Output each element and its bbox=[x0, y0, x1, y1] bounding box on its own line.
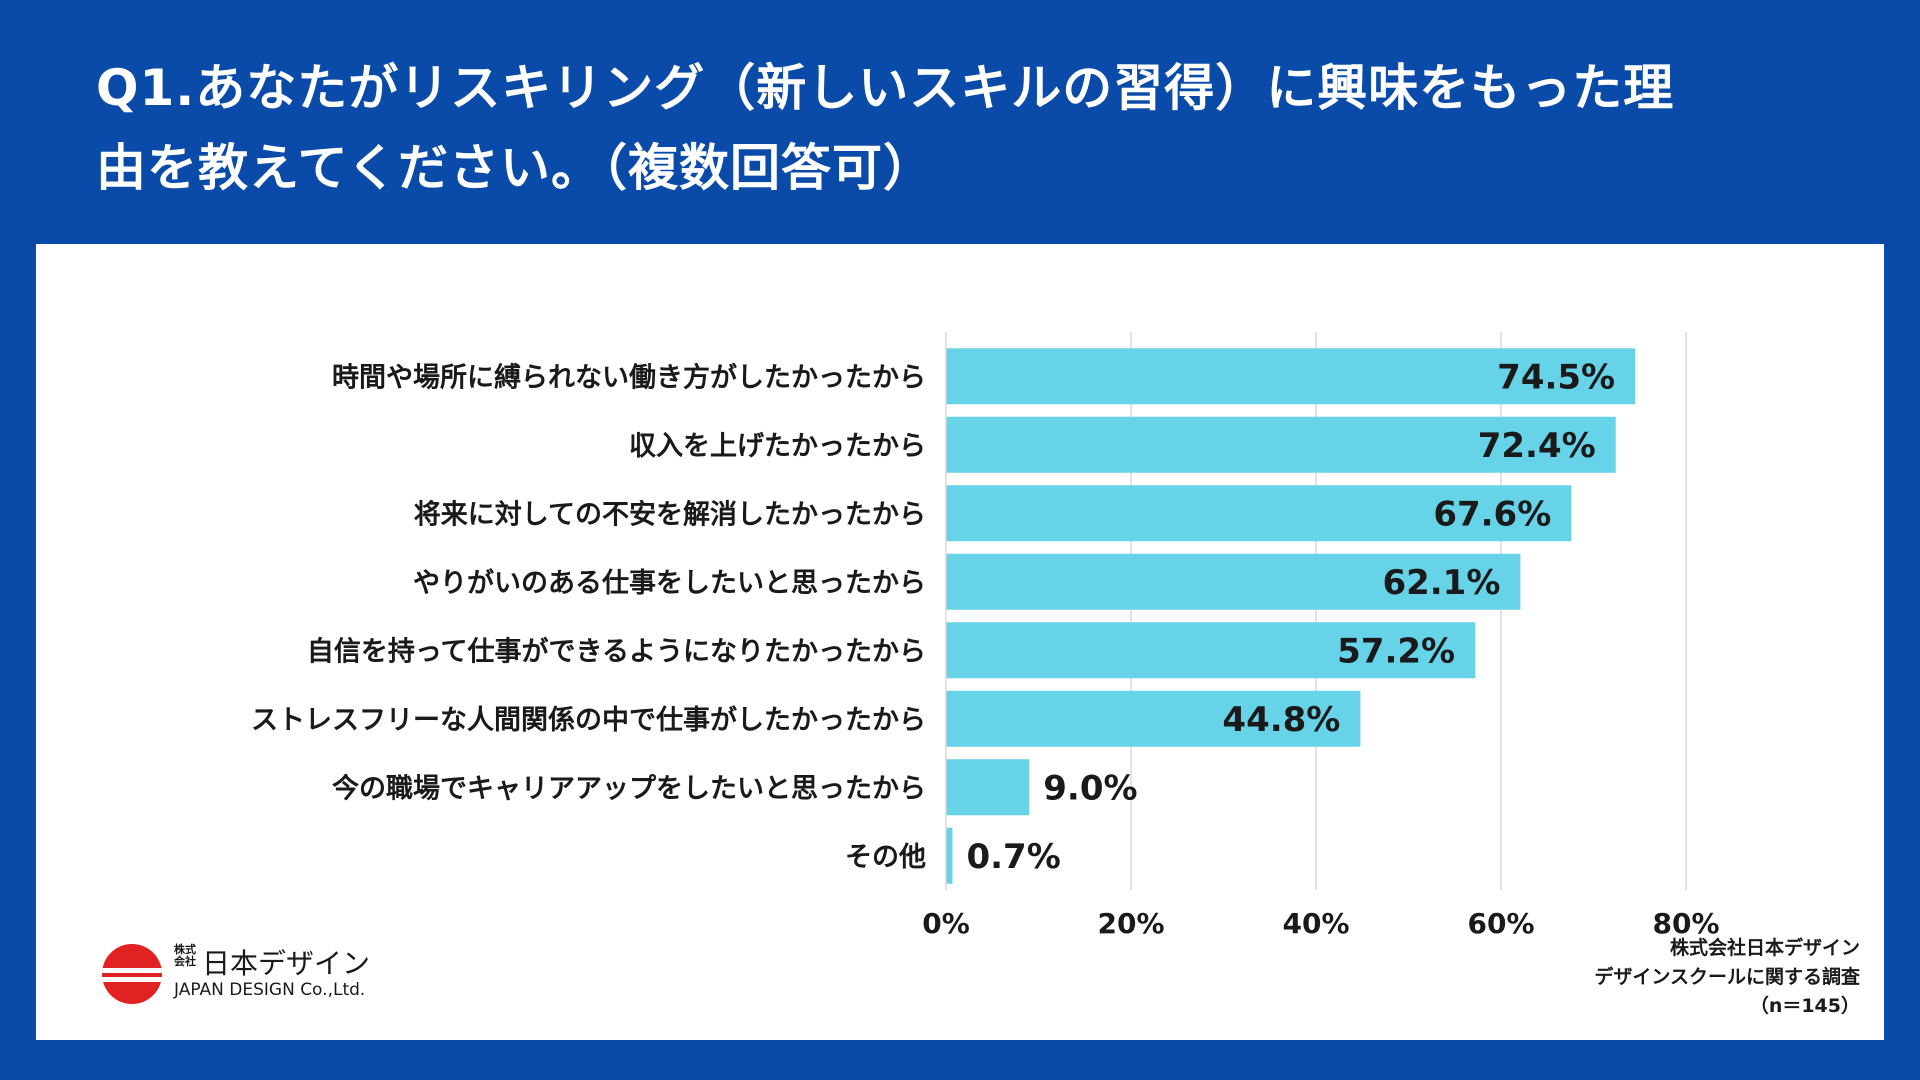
category-label: 今の職場でキャリアアップをしたいと思ったから bbox=[332, 772, 926, 804]
category-label: その他 bbox=[845, 842, 926, 873]
bar bbox=[946, 622, 1476, 679]
value-label: 44.8% bbox=[1222, 700, 1340, 740]
value-label: 74.5% bbox=[1497, 357, 1615, 397]
x-tick-label: 20% bbox=[1097, 907, 1164, 940]
x-tick-label: 0% bbox=[922, 907, 970, 940]
company-logo: 株式会社 日本デザイン JAPAN DESIGN Co.,Ltd. bbox=[66, 934, 370, 1014]
logo-mark-icon bbox=[102, 944, 162, 1004]
bar bbox=[946, 690, 1361, 747]
source-line-3: （n＝145） bbox=[1749, 995, 1860, 1017]
category-label: やりがいのある仕事をしたいと思ったから bbox=[413, 567, 926, 599]
bar-chart: 時間や場所に縛られない働き方がしたかったから 74.5% 収入を上げたかったから 72… bbox=[251, 332, 1720, 940]
bar bbox=[946, 759, 1030, 816]
value-label: 57.2% bbox=[1337, 631, 1455, 671]
bar bbox=[946, 827, 953, 884]
x-tick-label: 60% bbox=[1467, 907, 1534, 940]
x-tick-label: 40% bbox=[1282, 907, 1349, 940]
value-label: 9.0% bbox=[1043, 768, 1137, 808]
category-label: ストレスフリーな人間関係の中で仕事がしたかったから bbox=[251, 704, 926, 736]
title-line-1: Q1.あなたがリスキリング（新しいスキルの習得）に興味をもった理 bbox=[96, 59, 1675, 117]
category-label: 将来に対しての不安を解消したかったから bbox=[414, 499, 926, 530]
logo-small-text: 株式会社 bbox=[174, 943, 196, 968]
chart-panel: 時間や場所に縛られない働き方がしたかったから 74.5% 収入を上げたかったから 72… bbox=[36, 244, 1884, 1040]
source-line-1: 株式会社日本デザイン bbox=[1669, 937, 1860, 959]
category-label: 収入を上げたかったから bbox=[629, 431, 926, 462]
value-label: 62.1% bbox=[1382, 563, 1500, 603]
bar bbox=[946, 416, 1616, 473]
bar bbox=[946, 485, 1572, 542]
bar bbox=[946, 553, 1521, 610]
value-label: 72.4% bbox=[1478, 426, 1596, 466]
logo-name: 日本デザイン bbox=[202, 947, 371, 980]
value-label: 67.6% bbox=[1433, 494, 1551, 534]
source-note: 株式会社日本デザイン デザインスクールに関する調査 （n＝145） bbox=[1594, 934, 1860, 1021]
page-title: Q1.あなたがリスキリング（新しいスキルの習得）に興味をもった理 由を教えてくだ… bbox=[96, 48, 1856, 208]
logo-english-name: JAPAN DESIGN Co.,Ltd. bbox=[174, 980, 366, 1000]
title-line-2: 由を教えてください。（複数回答可） bbox=[96, 139, 934, 197]
x-tick-label: 80% bbox=[1652, 907, 1719, 940]
category-label: 時間や場所に縛られない働き方がしたかったから bbox=[332, 361, 926, 393]
bar bbox=[946, 348, 1636, 405]
value-label: 0.7% bbox=[966, 837, 1060, 877]
source-line-2: デザインスクールに関する調査 bbox=[1594, 966, 1860, 988]
category-label: 自信を持って仕事ができるようになりたかったから bbox=[307, 635, 926, 667]
